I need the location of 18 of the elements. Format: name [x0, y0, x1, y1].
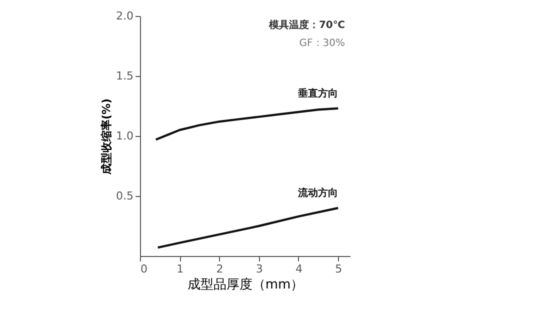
- y-tick-label: 1.0: [116, 130, 134, 142]
- x-tick-label: 2: [216, 262, 224, 276]
- annotation: 模具温度：70℃: [268, 19, 345, 31]
- x-tick-label: 1: [176, 262, 184, 276]
- y-tick-label: 1.5: [116, 70, 134, 82]
- x-tick-label: 3: [256, 262, 263, 276]
- x-tick-label: 4: [295, 262, 302, 276]
- line-series: [156, 206, 340, 249]
- series-label: 流动方向: [297, 187, 338, 199]
- x-tick-label: 5: [335, 262, 342, 276]
- x-axis-title: 成型品厚度（mm）: [187, 276, 304, 292]
- y-axis-title: 成型收缩率(%): [100, 98, 114, 176]
- y-tick-label: 0.5: [116, 190, 134, 202]
- series-label: 垂直方向: [297, 87, 338, 100]
- y-tick-label: 2.0: [116, 10, 134, 22]
- line-series: [154, 107, 340, 141]
- annotation: GF：30%: [299, 38, 345, 49]
- x-tick-label: 0: [140, 262, 148, 276]
